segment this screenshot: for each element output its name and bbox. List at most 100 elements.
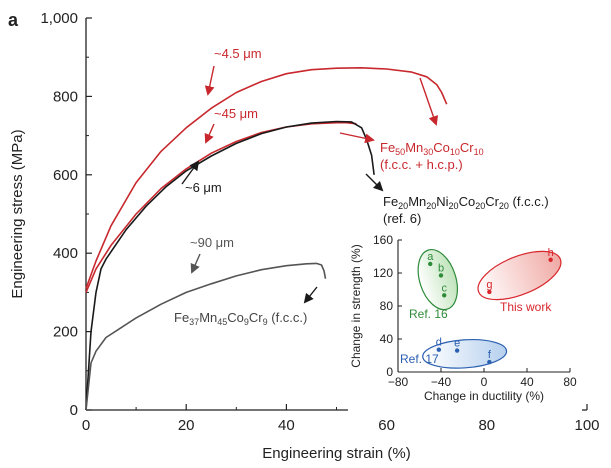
inset-y-tick-label: 0: [386, 365, 393, 379]
alloy-sub-line: (ref. 6): [383, 211, 421, 226]
inset-point-label: a: [427, 251, 434, 263]
inset-point: [428, 261, 433, 267]
group-ellipse: [417, 248, 458, 311]
alloy-element: Cr: [249, 310, 263, 325]
inset-point-label: d: [436, 337, 442, 349]
alloy-element: Fe: [380, 140, 395, 155]
group-label: Ref. 17: [400, 352, 439, 366]
alloy-element: Co: [459, 194, 476, 209]
y-axis-label: Engineering stress (MPa): [9, 129, 26, 298]
inset-point: [454, 348, 460, 353]
x-axis-label: Engineering strain (%): [262, 445, 410, 462]
alloy-subscript: 20: [426, 201, 436, 211]
inset-point: [438, 273, 444, 278]
alloy-element: Ni: [436, 194, 448, 209]
alloy-subscript: 20: [475, 201, 485, 211]
inset-x-tick-label: 80: [563, 375, 577, 389]
alloy-subscript: 10: [474, 147, 484, 157]
x-tick-label: 80: [478, 417, 495, 434]
inset-point: [487, 289, 492, 295]
inset-y-tick-label: 80: [380, 299, 394, 313]
inset-point-label: c: [441, 282, 447, 294]
curve-series-1: [85, 121, 357, 293]
alloy-subscript: 20: [398, 201, 408, 211]
curve-series-3: [85, 262, 327, 411]
grain-size-label: ~4.5 μm: [214, 46, 262, 61]
alloy-label: Fe20Mn20Ni20Co20Cr20 (f.c.c.): [383, 194, 549, 211]
inset-point-label: g: [486, 279, 492, 291]
y-tick-label: 800: [53, 88, 78, 105]
alloy-label: Fe37Mn45Co9Cr9 (f.c.c.): [174, 310, 307, 327]
alloy-subscript: 9: [244, 317, 249, 327]
annotation-arrow: [339, 132, 375, 144]
y-tick-label: 400: [53, 245, 78, 262]
alloy-element: Mn: [408, 194, 426, 209]
inset-y-tick-label: 40: [380, 332, 394, 346]
inset-x-tick-label: 0: [481, 375, 488, 389]
grain-size-label: ~90 μm: [190, 235, 234, 250]
inset-x-tick-label: −80: [388, 375, 409, 389]
alloy-subscript: 9: [263, 317, 268, 327]
group-label: This work: [500, 300, 552, 314]
alloy-element: Fe: [383, 194, 398, 209]
inset-point: [487, 359, 492, 365]
alloy-subscript: 10: [450, 147, 460, 157]
y-tick-label: 0: [70, 402, 78, 419]
alloy-phase: (f.c.c.): [509, 194, 549, 209]
annotation-arrow: [303, 286, 318, 304]
group-ellipse: [422, 338, 508, 369]
alloy-subscript: 30: [423, 147, 433, 157]
inset-point-label: h: [548, 247, 554, 259]
curve-series-2: [85, 120, 375, 411]
x-tick-label: 0: [82, 417, 90, 434]
panel-label: a: [8, 10, 19, 30]
alloy-element: Cr: [485, 194, 499, 209]
alloy-subscript: 50: [395, 147, 405, 157]
annotation-arrow: [204, 65, 215, 96]
inset-x-tick-label: −40: [431, 375, 452, 389]
inset-y-tick-label: 160: [373, 233, 393, 247]
alloy-label: Fe50Mn30Co10Cr10: [380, 140, 484, 157]
y-tick-label: 600: [53, 167, 78, 184]
group-label: Ref. 16: [409, 307, 448, 321]
x-tick-label: 60: [378, 417, 395, 434]
alloy-element: Mn: [199, 310, 217, 325]
alloy-element: Co: [433, 140, 450, 155]
x-tick-label: 40: [278, 417, 295, 434]
grain-size-label: ~6 μm: [185, 180, 222, 195]
alloy-subscript: 20: [449, 201, 459, 211]
inset-point-label: e: [454, 338, 460, 350]
alloy-subscript: 37: [189, 317, 199, 327]
annotation-arrow: [181, 160, 200, 185]
inset-point: [442, 293, 447, 298]
x-tick-label: 100: [574, 417, 599, 434]
alloy-element: Fe: [174, 310, 189, 325]
curve-series-0: [85, 67, 448, 289]
inset-point: [548, 257, 553, 262]
inset-x-tick-label: 40: [520, 375, 534, 389]
group-ellipse: [477, 250, 562, 301]
annotation-arrow: [419, 77, 439, 126]
inset-point: [436, 347, 442, 352]
alloy-element: Co: [227, 310, 244, 325]
alloy-phase: (f.c.c.): [268, 310, 308, 325]
alloy-element: Mn: [405, 140, 423, 155]
y-tick-label: 1,000: [40, 10, 78, 27]
annotation-arrow: [204, 123, 215, 144]
inset-point-label: f: [488, 349, 492, 361]
inset-y-axis-label: Change in strength (%): [349, 244, 363, 367]
alloy-element: Cr: [460, 140, 474, 155]
annotation-arrow: [365, 173, 384, 192]
inset-y-tick-label: 120: [373, 266, 393, 280]
alloy-subscript: 20: [499, 201, 509, 211]
alloy-sub-line: (f.c.c. + h.c.p.): [380, 157, 463, 172]
inset-point-label: b: [438, 262, 444, 274]
annotation-arrow: [190, 253, 201, 274]
alloy-subscript: 45: [217, 317, 227, 327]
grain-size-label: ~45 μm: [214, 106, 258, 121]
inset-x-axis-label: Change in ductility (%): [424, 389, 544, 403]
x-tick-label: 20: [178, 417, 195, 434]
y-tick-label: 200: [53, 324, 78, 341]
